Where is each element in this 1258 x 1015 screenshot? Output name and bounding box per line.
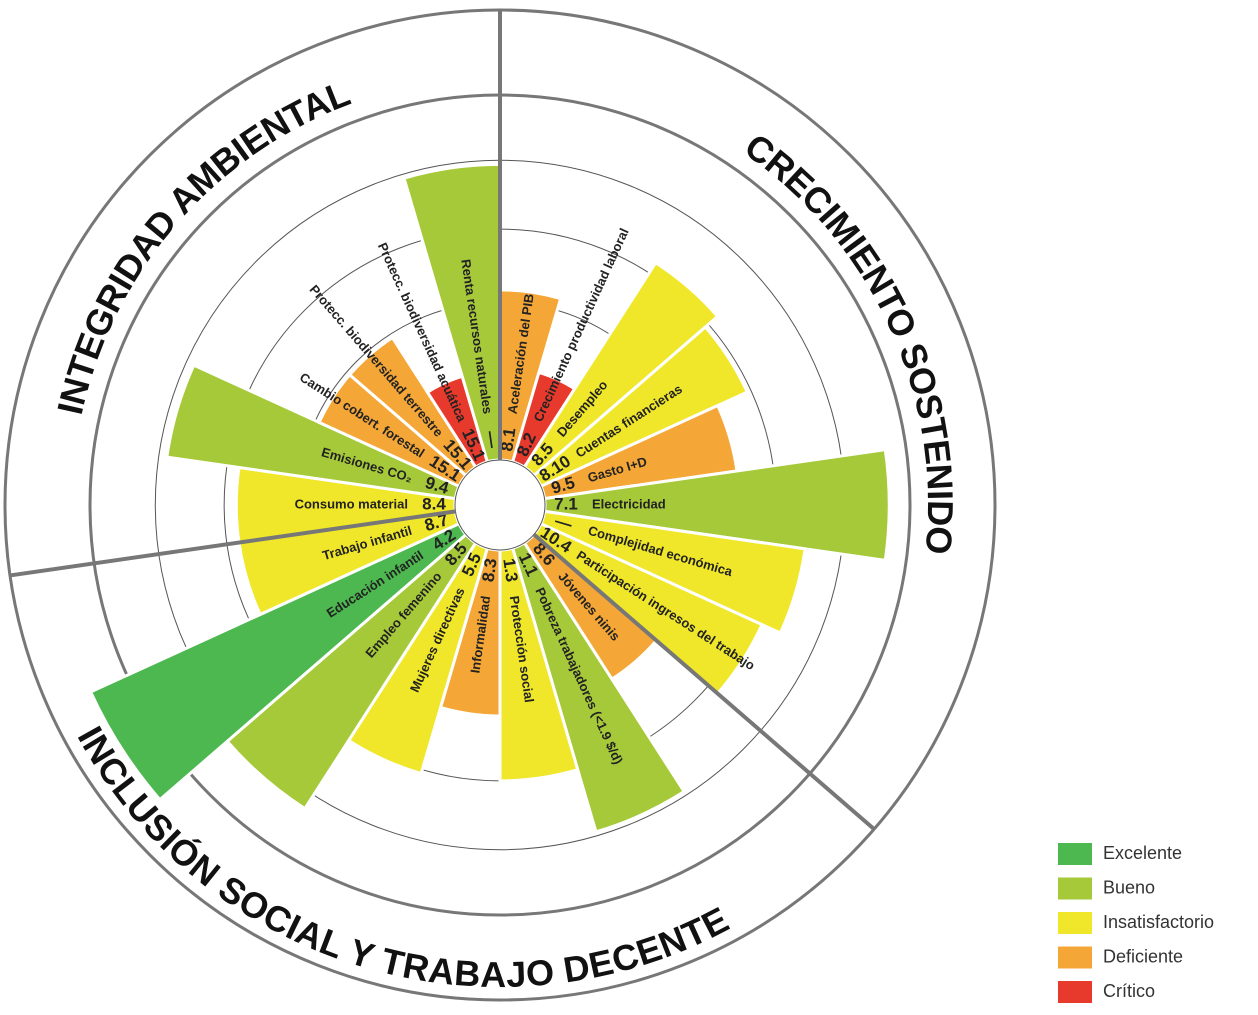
legend-swatch [1058,877,1092,900]
indicator-code: 7.1 [554,494,578,513]
section-divider [9,509,456,578]
section-title: INTEGRIDAD AMBIENTAL [49,72,356,418]
section-title-path: INTEGRIDAD AMBIENTAL [49,72,356,418]
indicator-code: — [553,511,575,534]
legend-label: Deficiente [1103,946,1183,966]
legend-label: Insatisfactorio [1103,912,1214,932]
legend-swatch [1058,912,1092,934]
section-divider [532,532,876,831]
legend-swatch [1058,843,1092,865]
indicator-code: — [481,430,502,450]
indicator-code: 8.3 [479,557,501,583]
legend-label: Crítico [1103,981,1155,1001]
legend-label: Bueno [1103,877,1155,897]
legend-swatch [1058,981,1092,1003]
indicator-code: 8.1 [497,426,519,452]
center-hole [454,459,546,551]
indicator-label: Consumo material [295,496,408,511]
legend-swatch [1058,946,1092,969]
indicator-label: Electricidad [592,496,666,511]
indicator-code: 8.4 [422,494,446,513]
indicator-code: 1.3 [499,557,521,583]
legend-label: Excelente [1103,843,1182,863]
